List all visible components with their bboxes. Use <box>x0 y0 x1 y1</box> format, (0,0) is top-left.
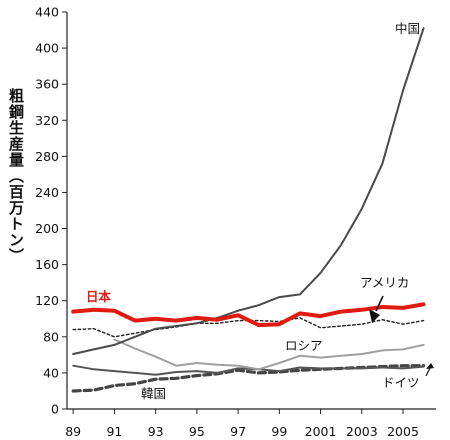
chart-axes: 0 40 80 120 160 200 240 280 320 360 400 440 89 91 93 95… <box>35 5 436 439</box>
x-tick-label: 2001 <box>305 424 337 439</box>
series-line-4 <box>72 364 425 376</box>
x-tick-label: 95 <box>189 424 205 439</box>
x-tick-label: 2003 <box>346 424 378 439</box>
usa-pointer-arrow <box>375 295 384 312</box>
y-tick-label: 40 <box>43 365 59 380</box>
x-tick-label: 99 <box>271 424 287 439</box>
y-tick-label: 160 <box>35 257 59 272</box>
y-tick-label: 440 <box>35 5 59 20</box>
germany-pointer-arrow <box>425 367 431 377</box>
series-label-2: アメリカ <box>360 275 409 290</box>
chart-lines <box>71 27 426 393</box>
germany-pointer-arrowhead <box>426 363 434 369</box>
y-tick-label: 240 <box>35 185 59 200</box>
x-tick-label: 2005 <box>387 424 419 439</box>
y-tick-label: 200 <box>35 221 59 236</box>
y-tick-label: 320 <box>35 113 59 128</box>
x-tick-label: 89 <box>65 424 81 439</box>
series-line-1 <box>71 302 426 328</box>
x-tick-label: 93 <box>148 424 164 439</box>
series-label-4: ドイツ <box>382 375 420 390</box>
y-tick-label: 0 <box>51 402 59 417</box>
y-tick-label: 120 <box>35 293 59 308</box>
y-tick-label: 400 <box>35 41 59 56</box>
series-label-0: 中国 <box>395 21 420 36</box>
x-tick-label: 97 <box>230 424 246 439</box>
series-line-0 <box>72 27 425 355</box>
y-tick-label: 80 <box>43 329 59 344</box>
series-label-5: 韓国 <box>141 386 166 401</box>
y-tick-label: 280 <box>35 149 59 164</box>
series-line-3 <box>113 338 425 371</box>
series-label-3: ロシア <box>285 338 323 353</box>
y-tick-label: 360 <box>35 77 59 92</box>
series-label-1: 日本 <box>86 289 112 304</box>
usa-pointer-arrowhead <box>369 309 380 323</box>
x-tick-label: 91 <box>106 424 122 439</box>
y-axis-label: 粗鋼生産量（百万トン） <box>7 88 25 264</box>
